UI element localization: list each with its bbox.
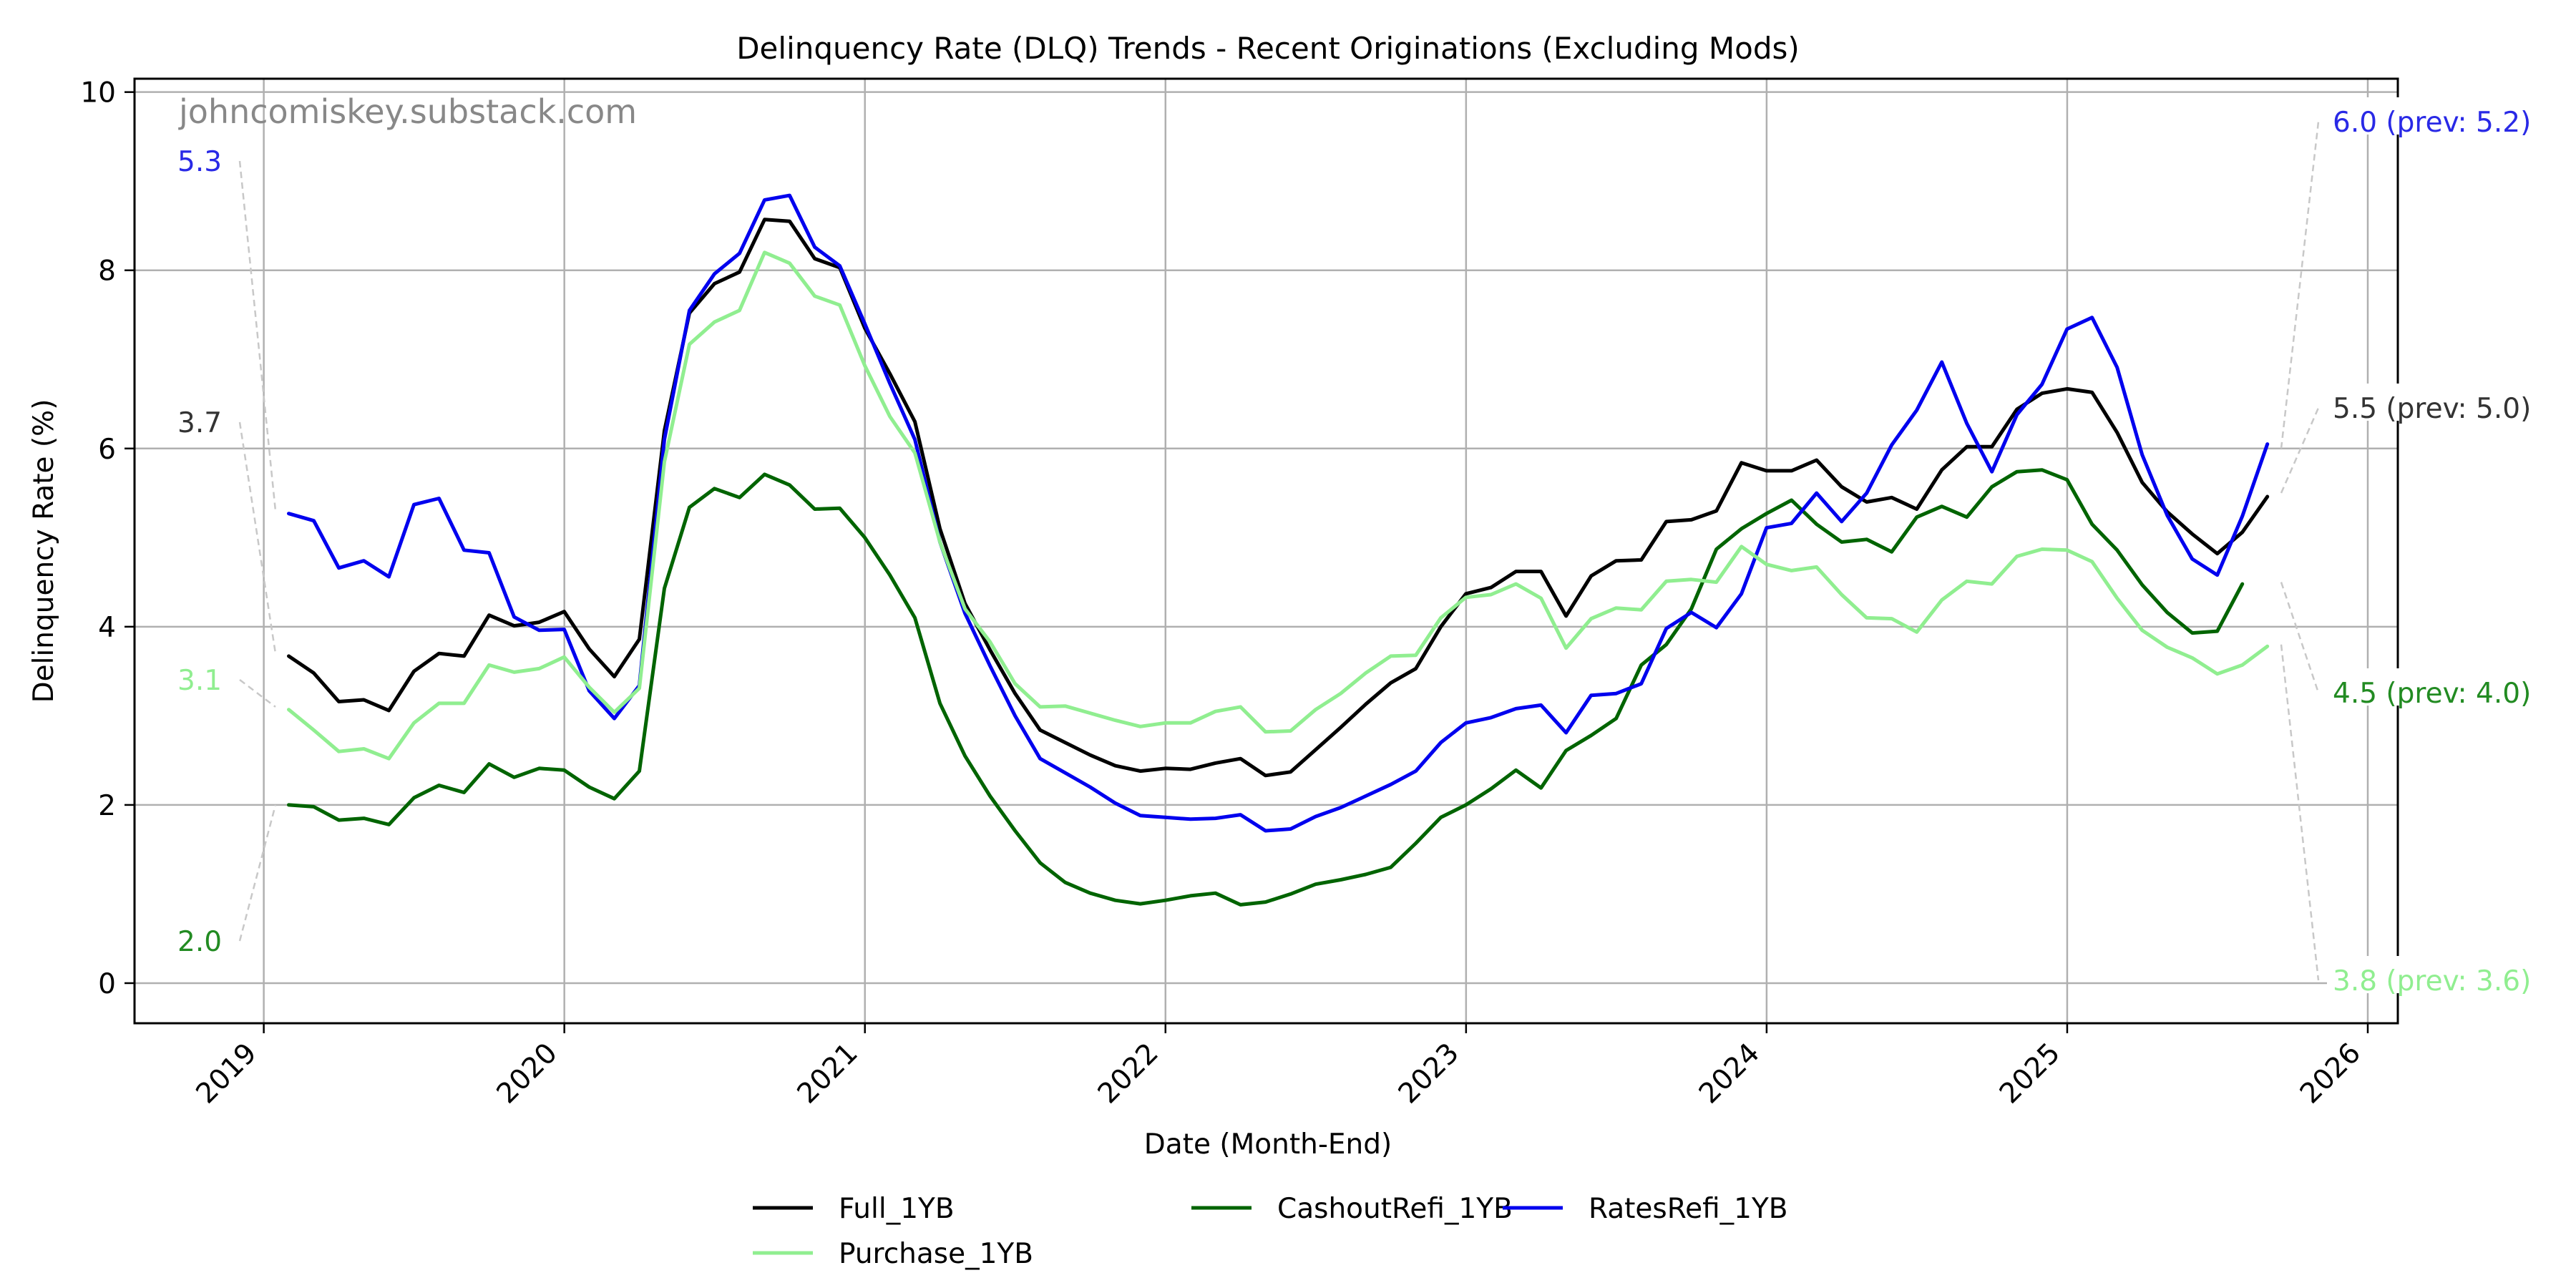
legend-label: Purchase_1YB <box>839 1238 1033 1270</box>
y-axis-label: Delinquency Rate (%) <box>28 399 60 703</box>
annotation-connector <box>2280 644 2320 981</box>
annotation-right-label: 6.0 (prev: 5.2) <box>2333 107 2531 139</box>
legend: Full_1YB CashoutRefi_1YB RatesRefi_1YB Purc… <box>753 1193 1788 1270</box>
legend-label: CashoutRefi_1YB <box>1277 1193 1513 1225</box>
y-tick-label: 0 <box>98 968 116 1000</box>
series-line-full-1yb <box>287 218 2270 778</box>
annotation-box <box>2327 668 2549 706</box>
series-lines <box>287 193 2270 907</box>
end-value-annotations: 5.3 3.7 3.1 2.0 6.0 (prev: 5.2) 5.5 (prev: 5.… <box>177 97 2549 997</box>
series-line-cashoutrefi-1yb <box>287 468 2245 907</box>
annotation-connector <box>2280 407 2320 494</box>
y-tick-label: 4 <box>98 612 116 644</box>
annotation-connector <box>238 160 277 512</box>
annotation-connector <box>239 679 276 708</box>
annotation-left-label: 2.0 <box>177 926 222 958</box>
series-line-purchase-1yb <box>287 250 2270 761</box>
legend-label: RatesRefi_1YB <box>1589 1193 1788 1225</box>
annotation-box <box>2327 384 2549 421</box>
y-tick-label: 10 <box>80 77 116 109</box>
annotation-box <box>2327 956 2549 993</box>
annotation-right-label: 4.5 (prev: 4.0) <box>2333 678 2531 710</box>
annotation-connector <box>238 804 277 942</box>
annotation-left-label: 5.3 <box>177 146 222 178</box>
x-axis-label: Date (Month-End) <box>1144 1128 1392 1161</box>
annotation-connector <box>2280 121 2320 449</box>
y-tick-label: 2 <box>98 790 116 822</box>
annotation-right-label: 3.8 (prev: 3.6) <box>2333 965 2531 997</box>
annotation-connector <box>238 421 277 654</box>
annotation-left-label: 3.1 <box>177 665 222 697</box>
annotation-box <box>2327 97 2549 135</box>
chart-title: Delinquency Rate (DLQ) Trends - Recent O… <box>736 31 1800 66</box>
watermark: johncomiskey.substack.com <box>178 92 637 131</box>
series-line-ratesrefi-1yb <box>287 193 2270 833</box>
y-tick-label: 6 <box>98 434 116 466</box>
annotation-right-label: 5.5 (prev: 5.0) <box>2333 393 2531 425</box>
y-tick-label: 8 <box>98 255 116 288</box>
legend-label: Full_1YB <box>839 1193 955 1225</box>
plot-frame <box>133 77 2399 1025</box>
annotation-connector <box>2280 582 2320 693</box>
annotation-left-label: 3.7 <box>177 407 222 439</box>
